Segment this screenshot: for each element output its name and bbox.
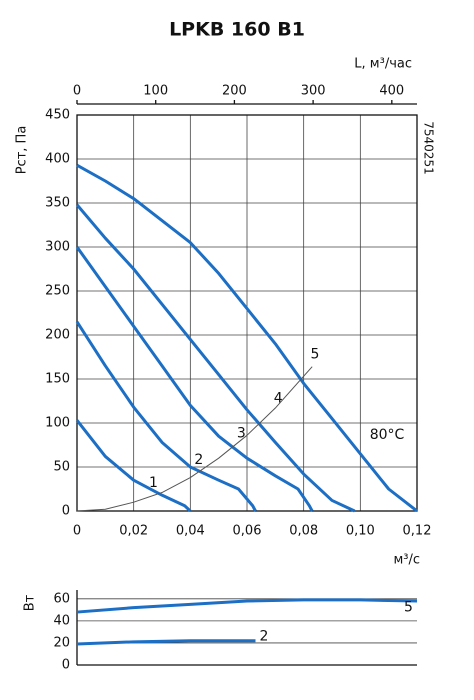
- x-tick-label: 0,10: [346, 524, 375, 539]
- series-label: 2: [194, 452, 203, 468]
- y-axis-label: Pст, Па: [15, 126, 30, 175]
- x-tick-label: 0: [73, 524, 81, 539]
- series-line: [75, 203, 356, 513]
- y-tick-label: 450: [45, 108, 70, 123]
- y-tick-label: 60: [53, 591, 70, 606]
- series-line: [75, 246, 314, 512]
- series-label: 1: [149, 475, 158, 491]
- series-line: [75, 320, 257, 512]
- x-tick-label: 0,12: [403, 524, 432, 539]
- x-tick-label: 0,04: [176, 524, 205, 539]
- series-label: 4: [274, 390, 283, 406]
- series-line: [76, 366, 313, 512]
- x2-tick-label: 0: [73, 84, 81, 99]
- y-tick-label: 250: [45, 284, 70, 299]
- y-tick-label: 200: [45, 328, 70, 343]
- y-tick-label: 100: [45, 416, 70, 431]
- plot-frame: [76, 114, 418, 512]
- x2-tick-label: 400: [379, 84, 404, 99]
- y-tick-label: 350: [45, 196, 70, 211]
- series-line: [75, 419, 192, 513]
- annotation: 80°C: [370, 427, 405, 443]
- y-tick-label: 0: [62, 658, 70, 673]
- x-tick-label: 0,08: [289, 524, 318, 539]
- y-tick-label: 40: [53, 613, 70, 628]
- chart-title: LPKB 160 B1: [169, 19, 305, 41]
- x2-axis-label: L, м³/час: [354, 57, 412, 72]
- y-tick-label: 20: [53, 635, 70, 650]
- series-label: 2: [260, 628, 269, 644]
- y-tick-label: 400: [45, 152, 70, 167]
- series-line: [76, 639, 256, 646]
- y-tick-label: 50: [53, 460, 70, 475]
- x2-tick-label: 100: [143, 84, 168, 99]
- x-tick-label: 0,06: [233, 524, 262, 539]
- series-label: 3: [237, 426, 246, 442]
- y-tick-label: 150: [45, 372, 70, 387]
- series-label: 5: [404, 600, 413, 616]
- x2-tick-label: 200: [222, 84, 247, 99]
- code-label: 7540251: [422, 121, 436, 174]
- x2-tick-label: 300: [301, 84, 326, 99]
- series-label: 5: [311, 346, 320, 362]
- series-line: [76, 598, 418, 614]
- series-line: [76, 163, 418, 513]
- y-axis-label: Вт: [23, 594, 38, 611]
- y-tick-label: 300: [45, 240, 70, 255]
- y-tick-label: 0: [62, 504, 70, 519]
- x-axis-label: м³/с: [393, 553, 420, 568]
- x-tick-label: 0,02: [119, 524, 148, 539]
